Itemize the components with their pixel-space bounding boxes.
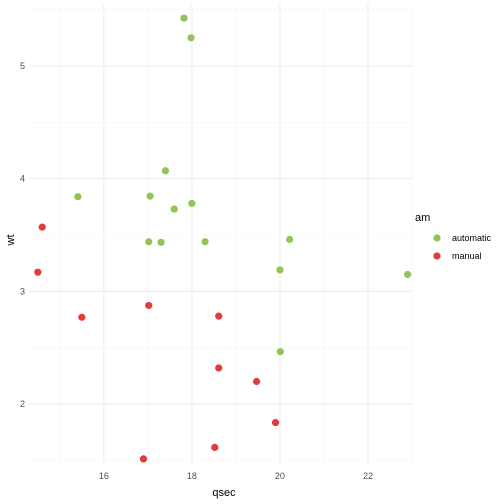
data-point-automatic (276, 266, 284, 274)
data-point-manual (252, 377, 261, 386)
data-point-automatic (403, 270, 412, 279)
legend-items: automatic manual (433, 233, 492, 261)
y-tick-label: 2 (20, 399, 25, 409)
y-axis-title: wt (5, 235, 17, 247)
data-point-manual (78, 313, 86, 321)
major-gridlines (29, 4, 412, 466)
y-axis-ticks: 2 3 4 5 (20, 61, 25, 409)
data-point-manual (271, 419, 280, 427)
data-point-automatic (161, 167, 170, 175)
legend-key-manual (433, 252, 441, 260)
data-point-automatic (146, 192, 154, 200)
y-tick-label: 3 (20, 286, 25, 296)
minor-gridlines (29, 4, 413, 466)
y-tick-label: 5 (20, 61, 25, 71)
data-point-manual (38, 223, 46, 231)
legend-label-automatic: automatic (452, 233, 492, 243)
legend-key-automatic (433, 234, 441, 242)
data-points (34, 14, 412, 463)
x-tick-label: 16 (99, 471, 109, 481)
data-point-manual (139, 455, 148, 463)
x-tick-label: 18 (187, 471, 197, 481)
data-point-automatic (74, 193, 82, 201)
legend-label-manual: manual (452, 251, 482, 261)
data-point-automatic (187, 34, 195, 42)
y-tick-label: 4 (20, 174, 25, 184)
legend-title: am (415, 212, 430, 224)
data-point-automatic (188, 199, 196, 208)
data-point-automatic (145, 238, 153, 246)
data-point-manual (211, 443, 219, 452)
data-point-manual (145, 301, 153, 310)
data-point-automatic (201, 238, 209, 246)
data-point-manual (215, 364, 223, 372)
x-tick-label: 22 (363, 471, 373, 481)
x-axis-ticks: 16 18 20 22 (99, 471, 373, 481)
x-axis-title: qsec (212, 487, 236, 499)
data-point-automatic (286, 235, 294, 244)
data-point-manual (215, 312, 223, 320)
legend: am automatic manual (415, 212, 492, 261)
data-point-automatic (276, 348, 284, 356)
data-point-automatic (157, 238, 165, 246)
data-point-automatic (170, 205, 178, 213)
data-point-automatic (180, 14, 188, 22)
x-tick-label: 20 (275, 471, 285, 481)
data-point-manual (34, 268, 42, 276)
